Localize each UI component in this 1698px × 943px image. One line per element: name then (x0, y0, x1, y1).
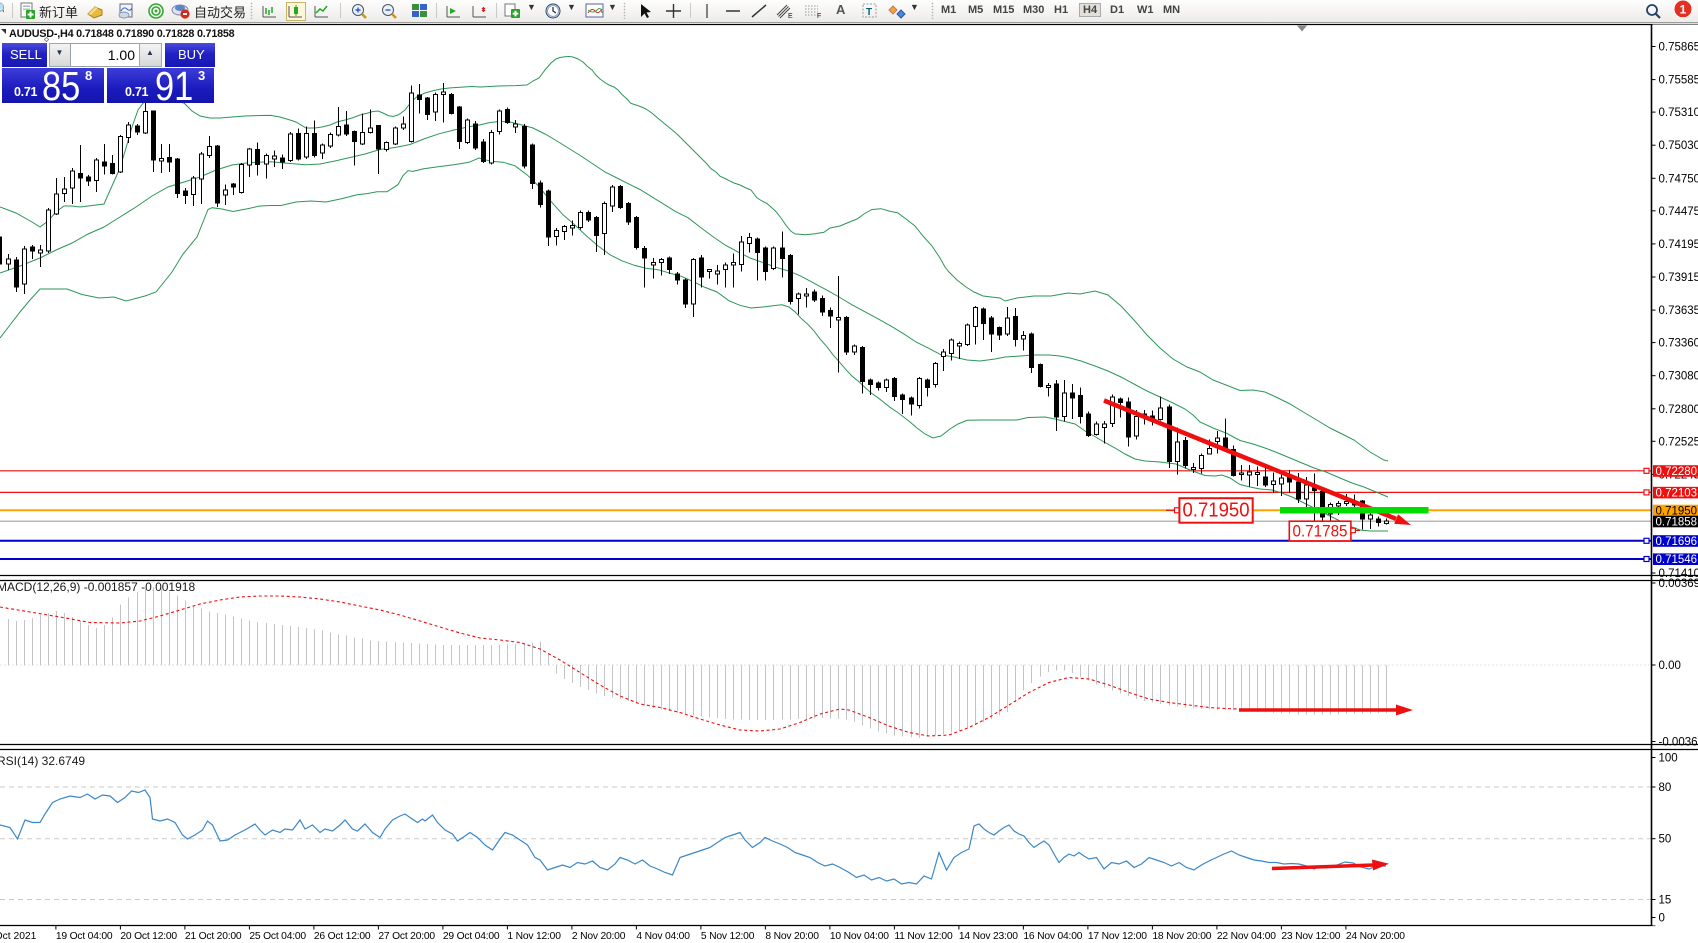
svg-text:10 Nov 04:00: 10 Nov 04:00 (830, 931, 889, 942)
svg-text:-0.003672: -0.003672 (1659, 737, 1698, 749)
svg-text:7 Oct 2021: 7 Oct 2021 (0, 931, 37, 942)
svg-text:0.71858: 0.71858 (1656, 517, 1698, 529)
svg-text:0.71950: 0.71950 (1183, 500, 1250, 522)
svg-text:0.72800: 0.72800 (1659, 404, 1698, 416)
svg-text:23 Nov 12:00: 23 Nov 12:00 (1281, 931, 1340, 942)
svg-text:0.73635: 0.73635 (1659, 305, 1698, 317)
svg-text:14 Nov 23:00: 14 Nov 23:00 (959, 931, 1018, 942)
svg-text:20 Oct 12:00: 20 Oct 12:00 (120, 931, 177, 942)
svg-text:0.73360: 0.73360 (1659, 338, 1698, 350)
svg-text:22 Nov 04:00: 22 Nov 04:00 (1217, 931, 1276, 942)
svg-text:16 Nov 04:00: 16 Nov 04:00 (1023, 931, 1082, 942)
svg-text:4 Nov 04:00: 4 Nov 04:00 (636, 931, 690, 942)
svg-text:F: F (817, 13, 821, 19)
svg-text:50: 50 (1659, 834, 1672, 846)
svg-text:0.74475: 0.74475 (1659, 206, 1698, 218)
svg-text:0.75310: 0.75310 (1659, 107, 1698, 119)
svg-text:29 Oct 04:00: 29 Oct 04:00 (443, 931, 500, 942)
svg-text:0.71410: 0.71410 (1659, 568, 1698, 580)
svg-text:0.75865: 0.75865 (1659, 42, 1698, 54)
svg-text:8 Nov 20:00: 8 Nov 20:00 (765, 931, 819, 942)
svg-text:0.71950: 0.71950 (1656, 506, 1698, 518)
svg-text:0.00: 0.00 (1659, 660, 1681, 672)
svg-text:5 Nov 12:00: 5 Nov 12:00 (701, 931, 755, 942)
svg-text:15: 15 (1659, 895, 1672, 907)
svg-text:0.71696: 0.71696 (1656, 536, 1698, 548)
svg-text:0.74195: 0.74195 (1659, 239, 1698, 251)
svg-text:25 Oct 04:00: 25 Oct 04:00 (249, 931, 306, 942)
svg-text:11 Nov 12:00: 11 Nov 12:00 (894, 931, 953, 942)
svg-text:0.71785: 0.71785 (1293, 523, 1348, 541)
svg-text:21 Oct 20:00: 21 Oct 20:00 (185, 931, 242, 942)
svg-text:0.72525: 0.72525 (1659, 436, 1698, 448)
svg-text:0.75585: 0.75585 (1659, 75, 1698, 87)
svg-text:T: T (866, 7, 872, 18)
svg-text:1 Nov 12:00: 1 Nov 12:00 (507, 931, 561, 942)
svg-text:24 Nov 20:00: 24 Nov 20:00 (1346, 931, 1405, 942)
svg-text:0.75030: 0.75030 (1659, 140, 1698, 152)
svg-text:0.73915: 0.73915 (1659, 272, 1698, 284)
svg-text:27 Oct 20:00: 27 Oct 20:00 (378, 931, 435, 942)
svg-text:18 Nov 20:00: 18 Nov 20:00 (1152, 931, 1211, 942)
svg-text:MACD(12,26,9) -0.001857 -0.001: MACD(12,26,9) -0.001857 -0.001918 (0, 580, 195, 594)
svg-text:2 Nov 20:00: 2 Nov 20:00 (572, 931, 626, 942)
svg-text:0.003698: 0.003698 (1659, 578, 1698, 590)
svg-text:17 Nov 12:00: 17 Nov 12:00 (1088, 931, 1147, 942)
svg-text:19 Oct 04:00: 19 Oct 04:00 (56, 931, 113, 942)
svg-text:0.71546: 0.71546 (1656, 554, 1698, 566)
svg-text:80: 80 (1659, 782, 1672, 794)
svg-text:0.72280: 0.72280 (1656, 466, 1698, 478)
svg-text:0.72103: 0.72103 (1656, 488, 1698, 500)
svg-text:100: 100 (1659, 753, 1678, 765)
svg-text:RSI(14) 32.6749: RSI(14) 32.6749 (0, 754, 85, 768)
svg-text:0.73080: 0.73080 (1659, 371, 1698, 383)
svg-text:0.74750: 0.74750 (1659, 173, 1698, 185)
svg-text:26 Oct 12:00: 26 Oct 12:00 (314, 931, 371, 942)
svg-text:AUDUSD-,H4 0.71848 0.71890 0.: AUDUSD-,H4 0.71848 0.71890 0.71828 0.718… (9, 28, 235, 40)
svg-text:0: 0 (1659, 913, 1665, 925)
svg-text:1: 1 (1680, 3, 1687, 17)
svg-text:E: E (788, 13, 793, 19)
